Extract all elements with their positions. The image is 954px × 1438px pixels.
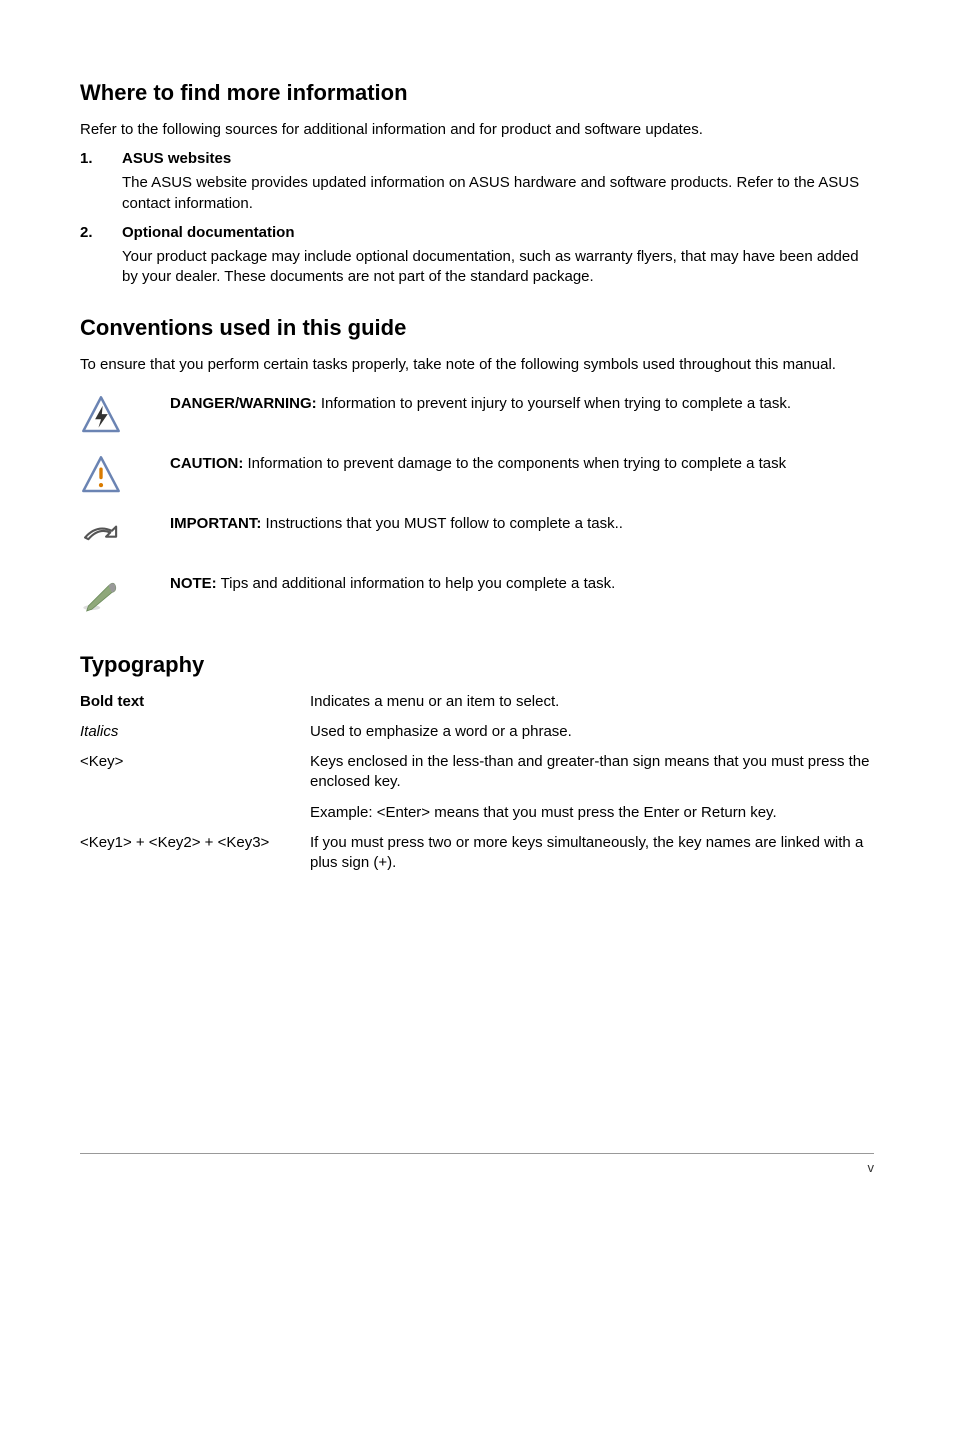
typo-left: <Key1> + <Key2> + <Key3> — [80, 833, 310, 874]
list-item-title: Optional documentation — [122, 224, 874, 241]
callout-note: NOTE: Tips and additional information to… — [80, 574, 874, 616]
list-item-desc: The ASUS website provides updated inform… — [122, 173, 874, 214]
list-number: 1. — [80, 150, 122, 214]
callout-text: DANGER/WARNING: Information to prevent i… — [140, 394, 874, 414]
typo-right: Keys enclosed in the less-than and great… — [310, 752, 874, 793]
list-item: 1. ASUS websites The ASUS website provid… — [80, 150, 874, 214]
table-row: Bold text Indicates a menu or an item to… — [80, 692, 874, 712]
callout-important: IMPORTANT: Instructions that you MUST fo… — [80, 514, 874, 556]
section1-intro: Refer to the following sources for addit… — [80, 120, 874, 140]
typo-left: Bold text — [80, 692, 310, 712]
typo-right: Indicates a menu or an item to select. — [310, 692, 874, 712]
list-item-title: ASUS websites — [122, 150, 874, 167]
callout-list: DANGER/WARNING: Information to prevent i… — [80, 394, 874, 616]
table-row: Italics Used to emphasize a word or a ph… — [80, 722, 874, 742]
table-row: <Key> Keys enclosed in the less-than and… — [80, 752, 874, 793]
list-item: 2. Optional documentation Your product p… — [80, 224, 874, 288]
callout-text: CAUTION: Information to prevent damage t… — [140, 454, 874, 474]
section-heading-where: Where to find more information — [80, 80, 874, 106]
typo-right: Used to emphasize a word or a phrase. — [310, 722, 874, 742]
table-row: <Key1> + <Key2> + <Key3> If you must pre… — [80, 833, 874, 874]
typography-table: Bold text Indicates a menu or an item to… — [80, 692, 874, 874]
typo-left — [80, 803, 310, 823]
list-item-desc: Your product package may include optiona… — [122, 247, 874, 288]
numbered-list: 1. ASUS websites The ASUS website provid… — [80, 150, 874, 287]
callout-text: NOTE: Tips and additional information to… — [140, 574, 874, 594]
callout-danger: DANGER/WARNING: Information to prevent i… — [80, 394, 874, 436]
callout-caution: CAUTION: Information to prevent damage t… — [80, 454, 874, 496]
section-heading-typography: Typography — [80, 652, 874, 678]
callout-text: IMPORTANT: Instructions that you MUST fo… — [140, 514, 874, 534]
typo-right: Example: <Enter> means that you must pre… — [310, 803, 874, 823]
page-footer: v — [80, 1153, 874, 1175]
section2-intro: To ensure that you perform certain tasks… — [80, 355, 874, 375]
section-heading-conventions: Conventions used in this guide — [80, 315, 874, 341]
typo-left: Italics — [80, 722, 310, 742]
list-number: 2. — [80, 224, 122, 288]
danger-icon — [80, 394, 140, 436]
caution-icon — [80, 454, 140, 496]
important-icon — [80, 514, 140, 556]
page-number: v — [868, 1160, 875, 1175]
typo-right: If you must press two or more keys simul… — [310, 833, 874, 874]
typo-left: <Key> — [80, 752, 310, 793]
table-row: Example: <Enter> means that you must pre… — [80, 803, 874, 823]
note-icon — [80, 574, 140, 616]
